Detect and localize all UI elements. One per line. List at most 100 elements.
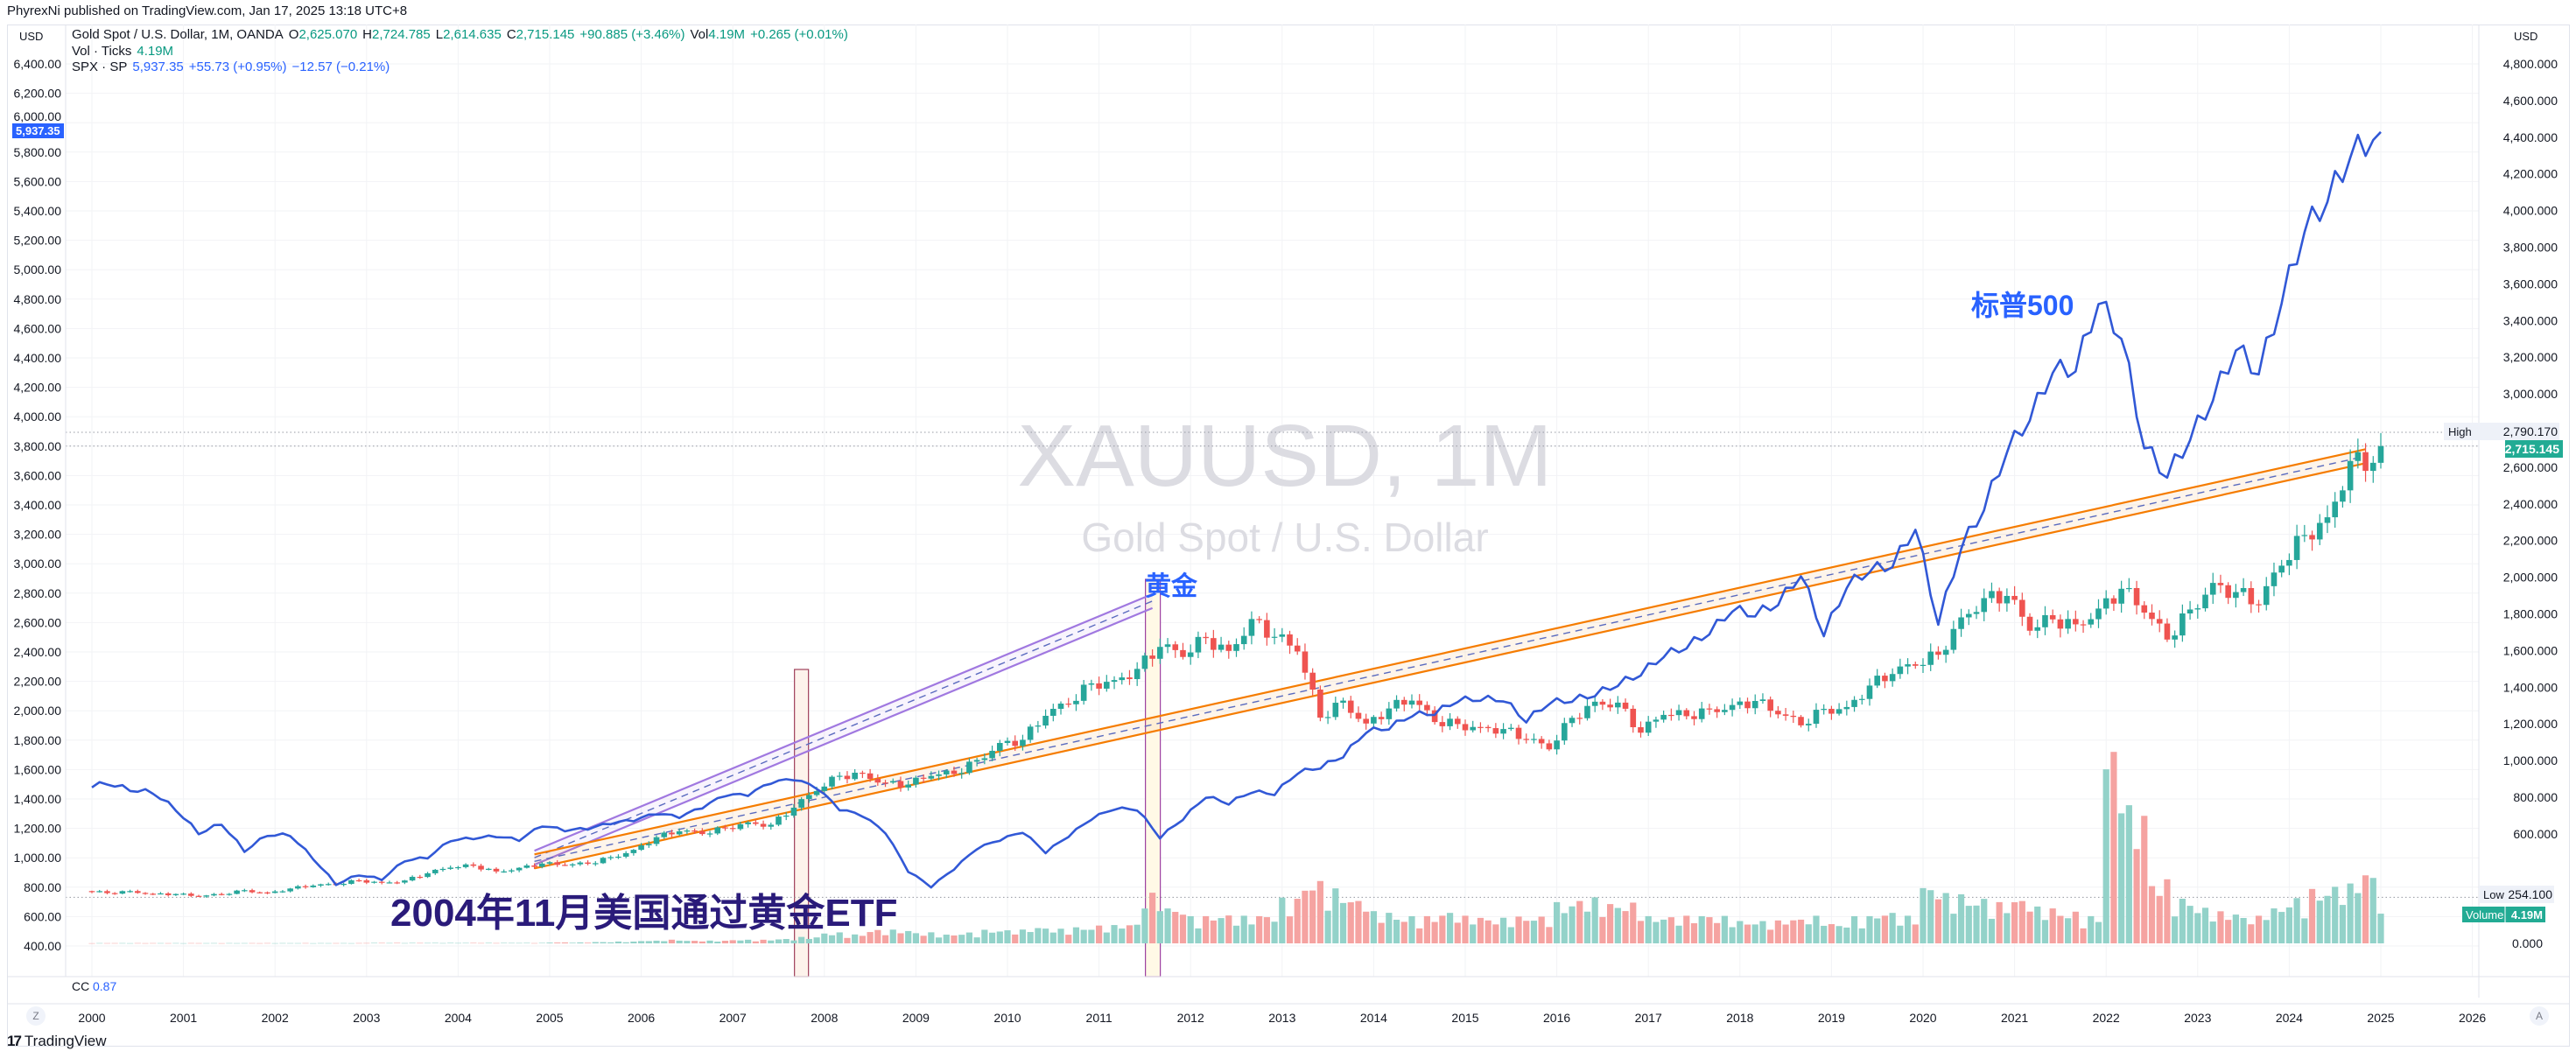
volume-bar bbox=[2141, 816, 2148, 943]
left-tick-label: 3,000.00 bbox=[14, 557, 62, 571]
volume-bar bbox=[1981, 899, 1988, 943]
candle bbox=[1149, 649, 1155, 667]
candle bbox=[119, 890, 126, 894]
tradingview-logo[interactable]: 17 TradingView bbox=[7, 1033, 106, 1050]
volume-bar bbox=[698, 941, 705, 943]
candle-body bbox=[1660, 714, 1667, 720]
volume-bar bbox=[1805, 924, 1812, 943]
candle-body bbox=[439, 868, 446, 871]
candle bbox=[2225, 582, 2231, 605]
candle bbox=[2271, 562, 2278, 597]
volume-bar bbox=[386, 942, 393, 944]
volume-bar bbox=[516, 942, 523, 944]
zoom-reset-button[interactable]: Z bbox=[26, 1006, 46, 1026]
volume-bar bbox=[2248, 924, 2255, 943]
candle-body bbox=[546, 862, 553, 864]
candle bbox=[287, 887, 293, 893]
volume-bar bbox=[394, 942, 401, 943]
candle bbox=[2293, 524, 2300, 570]
candle bbox=[1874, 669, 1880, 689]
candle-body bbox=[1478, 726, 1484, 728]
legend-volume-row[interactable]: Vol · Ticks 4.19M bbox=[72, 44, 853, 60]
candle bbox=[1668, 708, 1674, 721]
year-tick-label: 2023 bbox=[2184, 1011, 2211, 1025]
candle bbox=[1591, 697, 1598, 712]
volume-bar bbox=[1057, 928, 1064, 943]
candle bbox=[806, 792, 812, 803]
candle-body bbox=[630, 850, 637, 853]
volume-bar bbox=[920, 935, 927, 943]
candle bbox=[1400, 697, 1407, 711]
candle-body bbox=[1088, 683, 1095, 685]
candle bbox=[722, 824, 728, 831]
candle bbox=[218, 893, 225, 896]
orange-channel-edge bbox=[534, 462, 2366, 870]
volume-bar bbox=[1439, 915, 1446, 943]
candle bbox=[1622, 698, 1629, 712]
left-tick-label: 2,600.00 bbox=[14, 615, 62, 629]
volume-bar bbox=[409, 942, 416, 943]
legend-gold-row[interactable]: Gold Spot / U.S. Dollar, 1M, OANDA O2,625… bbox=[72, 27, 853, 44]
volume-bar bbox=[263, 942, 271, 944]
volume-bar bbox=[1332, 888, 1339, 943]
auto-scale-button[interactable]: A bbox=[2530, 1006, 2549, 1026]
candle bbox=[1424, 701, 1430, 717]
left-axis-ticks[interactable]: 6,400.00 6,200.00 6,000.00 5,800.00 5,600.00… bbox=[14, 57, 62, 953]
candle bbox=[501, 869, 507, 873]
candle bbox=[1562, 718, 1568, 746]
spx-annotation[interactable]: 标普500 bbox=[1971, 290, 2074, 321]
candle bbox=[1355, 706, 1362, 723]
volume-bar bbox=[1454, 922, 1461, 943]
gold-annotation[interactable]: 黄金 bbox=[1145, 571, 1198, 601]
candle-body bbox=[1942, 649, 1949, 655]
candle-body bbox=[242, 890, 248, 892]
right-tick-label: 2,400.000 bbox=[2503, 497, 2558, 511]
legend-spx-row[interactable]: SPX · SP 5,937.35 +55.73 (+0.95%) −12.57 (−… bbox=[72, 60, 853, 76]
candle bbox=[1958, 608, 1964, 637]
time-axis-ticks[interactable]: 2000 2001 2002 2003 2004 2005 2006 2007 2008 2009… bbox=[78, 1011, 2486, 1025]
candle bbox=[973, 757, 980, 767]
etf-annotation[interactable]: 2004年11月美国通过黄金ETF bbox=[390, 892, 898, 935]
candle-body bbox=[1203, 636, 1209, 639]
right-axis-ticks[interactable]: 4,800.000 4,600.000 4,400.000 4,200.000 4,00… bbox=[2503, 57, 2558, 841]
candle-body bbox=[1843, 706, 1850, 710]
candle-body bbox=[325, 884, 332, 886]
candle-body bbox=[2019, 599, 2025, 617]
volume-bar bbox=[2004, 913, 2011, 943]
legend-close: 2,715.145 bbox=[516, 27, 575, 42]
volume-bar bbox=[1446, 913, 1454, 943]
volume-bar bbox=[1835, 926, 1843, 943]
candle bbox=[2149, 604, 2155, 626]
volume-bar bbox=[470, 942, 477, 944]
candle-body bbox=[1294, 645, 1301, 652]
candle-body bbox=[279, 891, 286, 893]
volume-bar bbox=[1714, 922, 1721, 943]
volume-bar bbox=[401, 942, 408, 944]
candle-body bbox=[523, 865, 530, 868]
volume-bar bbox=[721, 941, 729, 943]
candle-body bbox=[1164, 644, 1171, 648]
candle-body bbox=[638, 844, 644, 851]
volume-bar bbox=[1240, 915, 1247, 943]
candle bbox=[2347, 449, 2354, 503]
candle-body bbox=[2057, 619, 2064, 629]
candle bbox=[562, 862, 568, 866]
candle-body bbox=[1935, 651, 1941, 655]
candle bbox=[2301, 524, 2308, 543]
volume-bar bbox=[1828, 924, 1835, 943]
volume-bar bbox=[714, 941, 721, 943]
candle bbox=[363, 879, 370, 885]
candle bbox=[256, 891, 263, 893]
candle bbox=[1531, 733, 1537, 744]
right-tick-label: 3,200.000 bbox=[2503, 350, 2558, 364]
candle-body bbox=[1989, 591, 1995, 599]
volume-bar bbox=[1957, 893, 1965, 943]
candle bbox=[1737, 697, 1744, 710]
volume-bar bbox=[1767, 929, 1774, 943]
candle-body bbox=[1111, 680, 1118, 683]
candle-body bbox=[1172, 644, 1179, 650]
candle bbox=[760, 820, 767, 830]
left-tick-label: 4,200.00 bbox=[14, 381, 62, 395]
candle bbox=[1790, 711, 1797, 724]
